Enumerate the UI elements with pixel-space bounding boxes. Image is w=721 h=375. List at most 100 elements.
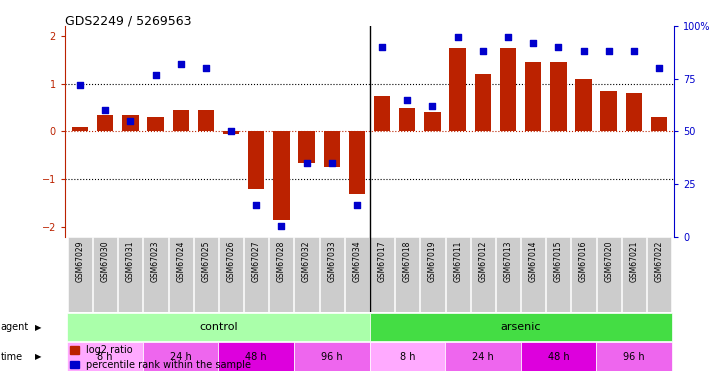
Point [628, 48, 640, 54]
FancyBboxPatch shape [446, 237, 469, 312]
Text: GDS2249 / 5269563: GDS2249 / 5269563 [65, 15, 191, 28]
FancyBboxPatch shape [319, 237, 344, 312]
Point [275, 223, 287, 229]
Text: 48 h: 48 h [245, 351, 267, 361]
FancyBboxPatch shape [471, 237, 495, 312]
FancyBboxPatch shape [521, 342, 596, 370]
Point [99, 107, 111, 113]
Text: GSM67016: GSM67016 [579, 240, 588, 282]
FancyBboxPatch shape [572, 237, 596, 312]
FancyBboxPatch shape [67, 342, 143, 370]
Bar [122, 115, 138, 131]
Text: 8 h: 8 h [399, 351, 415, 361]
Text: GSM67020: GSM67020 [604, 240, 613, 282]
Text: GSM67015: GSM67015 [554, 240, 563, 282]
Bar [474, 74, 491, 131]
FancyBboxPatch shape [143, 237, 167, 312]
Text: GSM67012: GSM67012 [478, 240, 487, 282]
FancyBboxPatch shape [294, 342, 369, 370]
Text: GSM67022: GSM67022 [655, 240, 663, 282]
Bar [248, 131, 265, 189]
Text: 48 h: 48 h [547, 351, 569, 361]
Text: GSM67031: GSM67031 [126, 240, 135, 282]
Point [175, 61, 187, 67]
Text: 24 h: 24 h [170, 351, 192, 361]
Text: GSM67032: GSM67032 [302, 240, 311, 282]
Bar [374, 96, 390, 131]
Point [653, 65, 665, 71]
FancyBboxPatch shape [68, 237, 92, 312]
Point [376, 44, 388, 50]
Text: GSM67026: GSM67026 [226, 240, 236, 282]
Bar [500, 48, 516, 131]
Bar [449, 48, 466, 131]
Text: GSM67029: GSM67029 [76, 240, 84, 282]
FancyBboxPatch shape [647, 237, 671, 312]
Text: GSM67028: GSM67028 [277, 240, 286, 282]
Text: control: control [199, 322, 238, 332]
Point [527, 40, 539, 46]
Text: time: time [1, 351, 23, 361]
Bar [349, 131, 365, 194]
Bar [550, 62, 567, 131]
Text: GSM67021: GSM67021 [629, 240, 638, 282]
FancyBboxPatch shape [547, 237, 570, 312]
Point [74, 82, 86, 88]
Point [402, 97, 413, 103]
FancyBboxPatch shape [596, 237, 621, 312]
Point [552, 44, 564, 50]
Point [603, 48, 614, 54]
Bar [72, 127, 88, 131]
Bar [273, 131, 290, 220]
FancyBboxPatch shape [369, 313, 672, 341]
Point [150, 72, 162, 78]
FancyBboxPatch shape [194, 237, 218, 312]
Bar [601, 91, 617, 131]
Text: ▶: ▶ [35, 352, 41, 361]
Point [503, 34, 514, 40]
Text: GSM67024: GSM67024 [176, 240, 185, 282]
FancyBboxPatch shape [93, 237, 118, 312]
FancyBboxPatch shape [420, 237, 445, 312]
Text: GSM67011: GSM67011 [453, 240, 462, 282]
Bar [399, 108, 415, 131]
Bar [575, 79, 592, 131]
Text: GSM67034: GSM67034 [353, 240, 361, 282]
FancyBboxPatch shape [622, 237, 646, 312]
Bar [626, 93, 642, 131]
Point [477, 48, 489, 54]
Bar [298, 131, 315, 162]
Point [301, 160, 312, 166]
FancyBboxPatch shape [596, 342, 672, 370]
FancyBboxPatch shape [219, 237, 243, 312]
Point [351, 202, 363, 208]
FancyBboxPatch shape [270, 237, 293, 312]
Bar [97, 115, 113, 131]
Bar [424, 112, 441, 131]
FancyBboxPatch shape [169, 237, 193, 312]
Text: 24 h: 24 h [472, 351, 494, 361]
Text: GSM67023: GSM67023 [151, 240, 160, 282]
FancyBboxPatch shape [395, 237, 420, 312]
Text: ▶: ▶ [35, 322, 41, 332]
Legend: log2 ratio, percentile rank within the sample: log2 ratio, percentile rank within the s… [70, 345, 252, 370]
Bar [172, 110, 189, 131]
Bar [651, 117, 667, 131]
Point [125, 118, 136, 124]
FancyBboxPatch shape [143, 342, 218, 370]
FancyBboxPatch shape [445, 342, 521, 370]
FancyBboxPatch shape [118, 237, 143, 312]
FancyBboxPatch shape [369, 342, 445, 370]
Point [452, 34, 464, 40]
FancyBboxPatch shape [521, 237, 545, 312]
FancyBboxPatch shape [67, 313, 369, 341]
Bar [324, 131, 340, 167]
Text: GSM67025: GSM67025 [201, 240, 211, 282]
Text: GSM67014: GSM67014 [528, 240, 538, 282]
Text: agent: agent [1, 322, 29, 332]
Text: GSM67027: GSM67027 [252, 240, 261, 282]
Point [326, 160, 337, 166]
Bar [147, 117, 164, 131]
FancyBboxPatch shape [244, 237, 268, 312]
FancyBboxPatch shape [294, 237, 319, 312]
